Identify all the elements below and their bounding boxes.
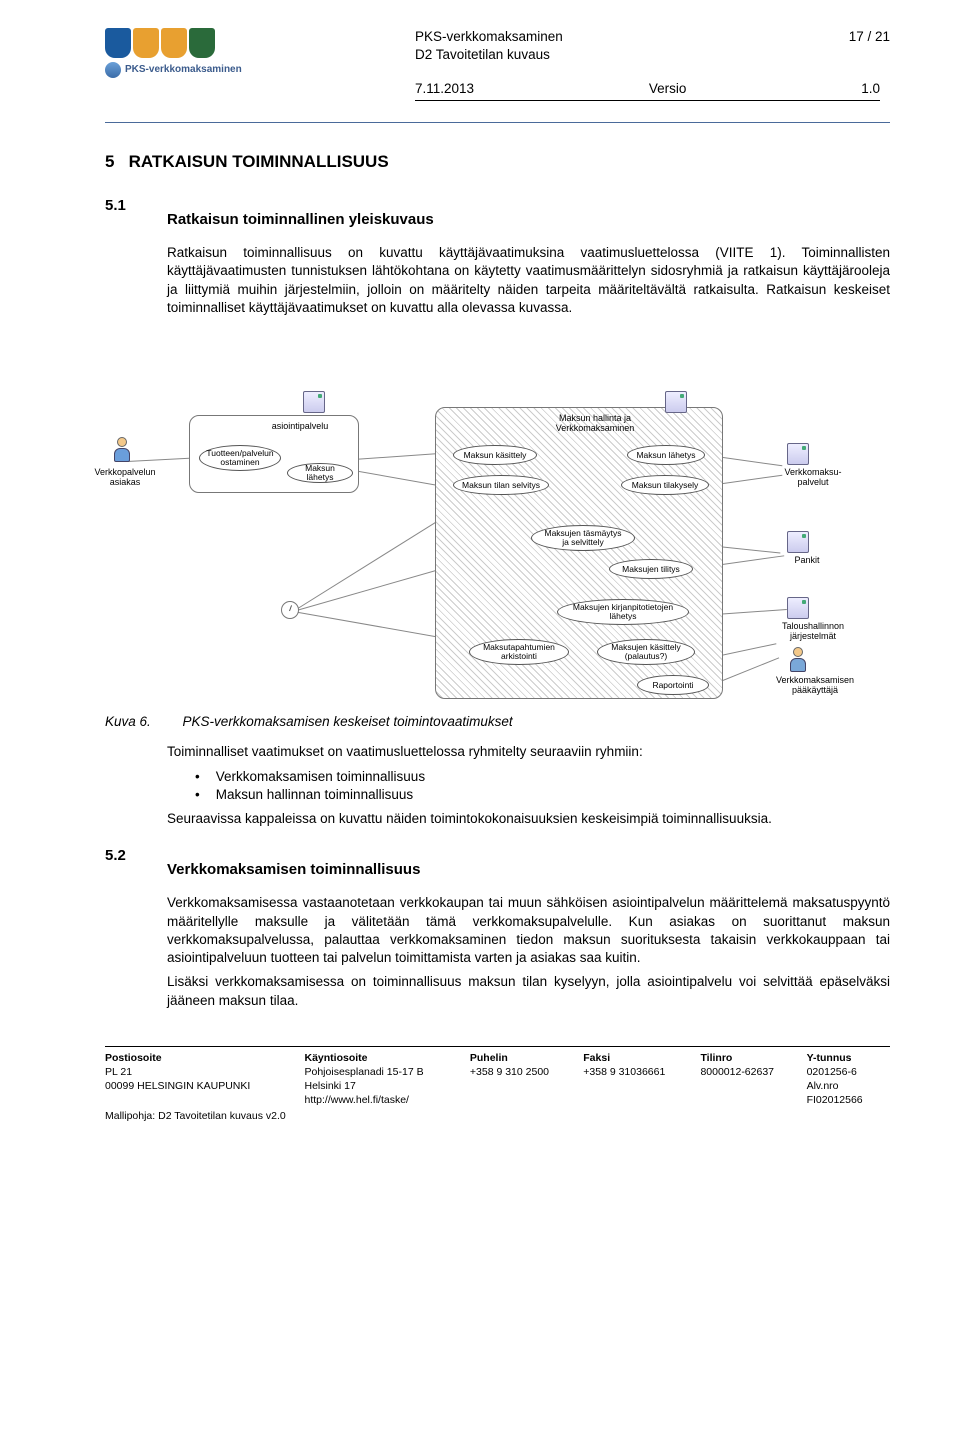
figure-6-caption: Kuva 6. PKS-verkkomaksamisen keskeiset t…	[105, 713, 890, 731]
section-51-outro: Seuraavissa kappaleissa on kuvattu näide…	[167, 810, 890, 828]
footer-cell: Alv.nro	[807, 1079, 890, 1093]
shield-icon	[105, 28, 131, 58]
header-meta-row: 7.11.2013 Versio 1.0	[415, 80, 880, 101]
usecase-tilitys: Maksujen tilitys	[609, 559, 693, 579]
section-5-title: RATKAISUN TOIMINNALLISUUS	[129, 152, 389, 171]
versio-value: 1.0	[861, 80, 880, 98]
usecase-tilakysely: Maksun tilakysely	[621, 475, 709, 495]
bullet-1: Verkkomaksamisen toiminnallisuus	[195, 768, 890, 786]
figure-6-diagram: Verkkopalvelunasiakas asiointipalvelu Tu…	[105, 343, 890, 703]
page-number: 17 / 21	[849, 28, 890, 46]
customer-actor-icon	[113, 437, 131, 463]
shield-icon	[161, 28, 187, 58]
footer-cell: 0201256-6	[807, 1065, 890, 1079]
section-51-num: 5.1	[105, 196, 141, 238]
section-51-intro: Toiminnalliset vaatimukset on vaatimuslu…	[167, 743, 890, 761]
usecase-tuote: Tuotteen/palvelunostaminen	[199, 445, 281, 471]
header-logos	[105, 28, 215, 58]
brand-mark: PKS-verkkomaksaminen	[105, 62, 242, 78]
brand-circle-icon	[105, 62, 121, 78]
page-header: PKS-verkkomaksaminen PKS-verkkomaksamine…	[105, 28, 890, 123]
pankit-label: Pankit	[777, 555, 837, 565]
doc-title-line1: PKS-verkkomaksaminen	[415, 28, 563, 46]
customer-actor-label: Verkkopalvelunasiakas	[89, 467, 161, 488]
doc-date: 7.11.2013	[415, 80, 474, 98]
figure-6-text: PKS-verkkomaksamisen keskeiset toimintov…	[183, 714, 513, 729]
footer-cell	[470, 1093, 583, 1107]
section-52-para1: Verkkomaksamisessa vastaanotetaan verkko…	[167, 894, 890, 967]
section-51-title: Ratkaisun toiminnallinen yleiskuvaus	[167, 210, 434, 230]
shield-icon	[133, 28, 159, 58]
usecase-palautus: Maksujen käsittely(palautus?)	[597, 639, 695, 665]
usecase-kasittely: Maksun käsittely	[453, 445, 537, 465]
server-icon	[665, 391, 687, 413]
section-51-para1: Ratkaisun toiminnallisuus on kuvattu käy…	[167, 244, 890, 317]
footer-cell: Helsinki 17	[305, 1079, 470, 1093]
footer-h-tilinro: Tilinro	[700, 1051, 806, 1065]
section-5-num: 5	[105, 152, 114, 171]
footer-cell	[700, 1093, 806, 1107]
versio-label: Versio	[649, 80, 687, 98]
brand-text: PKS-verkkomaksaminen	[125, 63, 242, 77]
footer-h-postiosoite: Postiosoite	[105, 1051, 305, 1065]
section-52-num: 5.2	[105, 846, 141, 888]
admin-actor-icon	[789, 647, 807, 673]
section-51-bullets: Verkkomaksamisen toiminnallisuus Maksun …	[195, 768, 890, 804]
usecase-raportointi: Raportointi	[637, 675, 709, 695]
footer-template: Mallipohja: D2 Tavoitetilan kuvaus v2.0	[105, 1109, 890, 1123]
section-52-para2: Lisäksi verkkomaksamisessa on toiminnall…	[167, 973, 890, 1009]
footer-cell: Pohjoisesplanadi 15-17 B	[305, 1065, 470, 1079]
footer-cell: +358 9 31036661	[583, 1065, 700, 1079]
usecase-lahetys-2: Maksun lähetys	[627, 445, 705, 465]
footer-cell: 00099 HELSINGIN KAUPUNKI	[105, 1079, 305, 1093]
footer-cell: http://www.hel.fi/taske/	[305, 1093, 470, 1107]
asiointipalvelu-label: asiointipalvelu	[255, 421, 345, 431]
footer-cell	[700, 1079, 806, 1093]
hallinta-label: Maksun hallinta jaVerkkomaksaminen	[535, 413, 655, 434]
footer-cell: FI02012566	[807, 1093, 890, 1107]
usecase-tasmaytys: Maksujen täsmäytysja selvittely	[531, 525, 635, 551]
footer-cell: +358 9 310 2500	[470, 1065, 583, 1079]
footer-cell: 8000012-62637	[700, 1065, 806, 1079]
footer-cell	[583, 1093, 700, 1107]
server-icon	[303, 391, 325, 413]
usecase-arkistointi: Maksutapahtumienarkistointi	[469, 639, 569, 665]
section-5-heading: 5 RATKAISUN TOIMINNALLISUUS	[105, 151, 890, 174]
usecase-selvitys: Maksun tilan selvitys	[453, 475, 549, 495]
footer-table: Postiosoite Käyntiosoite Puhelin Faksi T…	[105, 1051, 890, 1108]
usecase-lahetys-1: Maksun lähetys	[287, 463, 353, 483]
usecase-kirjanpito: Maksujen kirjanpitotietojenlähetys	[557, 599, 689, 625]
footer-h-faksi: Faksi	[583, 1051, 700, 1065]
bullet-2: Maksun hallinnan toiminnallisuus	[195, 786, 890, 804]
admin-actor-label: Verkkomaksamisenpääkäyttäjä	[757, 675, 873, 696]
footer-h-kayntiosoite: Käyntiosoite	[305, 1051, 470, 1065]
footer-cell: PL 21	[105, 1065, 305, 1079]
footer-h-ytunnus: Y-tunnus	[807, 1051, 890, 1065]
footer-h-puhelin: Puhelin	[470, 1051, 583, 1065]
verkkomaksupalvelut-label: Verkkomaksu-palvelut	[765, 467, 861, 488]
section-52-title: Verkkomaksamisen toiminnallisuus	[167, 860, 420, 880]
footer-cell	[105, 1093, 305, 1107]
footer-cell	[470, 1079, 583, 1093]
clock-icon	[281, 601, 299, 619]
doc-title: PKS-verkkomaksaminen D2 Tavoitetilan kuv…	[415, 28, 563, 64]
figure-6-label: Kuva 6.	[105, 714, 151, 729]
footer-cell	[583, 1079, 700, 1093]
shield-icon	[189, 28, 215, 58]
server-icon	[787, 531, 809, 553]
server-icon	[787, 443, 809, 465]
page-footer: Postiosoite Käyntiosoite Puhelin Faksi T…	[105, 1046, 890, 1124]
taloushallinnon-label: Taloushallinnonjärjestelmät	[761, 621, 865, 642]
server-icon	[787, 597, 809, 619]
doc-title-line2: D2 Tavoitetilan kuvaus	[415, 46, 563, 64]
